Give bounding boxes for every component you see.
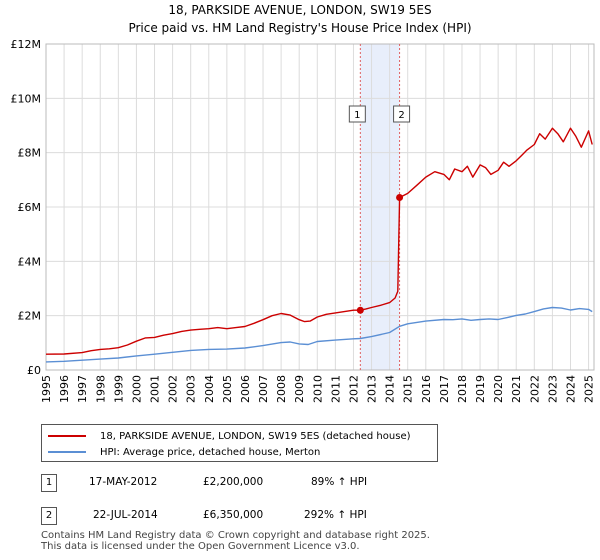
x-tick-label: 2013	[366, 375, 379, 403]
y-tick-label: £6M	[18, 201, 42, 214]
legend-swatch-property	[48, 435, 86, 437]
x-tick-label: 1998	[94, 375, 107, 403]
x-tick-label: 2011	[329, 375, 342, 403]
transaction-price: £2,200,000	[203, 476, 264, 488]
y-tick-label: £10M	[11, 92, 42, 105]
x-tick-label: 2019	[474, 375, 487, 403]
x-tick-label: 2010	[311, 375, 324, 403]
x-tick-label: 2002	[167, 375, 180, 403]
sale-label-box	[393, 105, 411, 123]
x-tick-label: 2020	[492, 375, 505, 403]
chart-title: 18, PARKSIDE AVENUE, LONDON, SW19 5ES	[168, 3, 431, 17]
chart-subtitle: Price paid vs. HM Land Registry's House …	[128, 21, 471, 35]
x-tick-label: 2007	[257, 375, 270, 403]
legend: 18, PARKSIDE AVENUE, LONDON, SW19 5ES (d…	[41, 424, 438, 462]
legend-swatch-hpi	[48, 451, 86, 453]
x-tick-label: 1999	[112, 375, 125, 403]
x-tick-label: 2018	[456, 375, 469, 403]
sale-point	[396, 193, 404, 201]
transaction-date: 17-MAY-2012	[89, 476, 158, 488]
sale-label: 2	[398, 110, 404, 121]
transaction-number: 2	[41, 507, 57, 525]
transaction-hpi: 89% ↑ HPI	[311, 476, 368, 488]
x-tick-label: 2001	[149, 375, 162, 403]
plot-frame	[45, 43, 595, 371]
footer-licence: This data is licensed under the Open Gov…	[41, 541, 360, 552]
x-tick-label: 2004	[203, 375, 216, 403]
footer: Contains HM Land Registry data © Crown c…	[41, 530, 430, 552]
transaction-price: £6,350,000	[203, 509, 264, 521]
legend-item-property: 18, PARKSIDE AVENUE, LONDON, SW19 5ES (d…	[48, 428, 411, 444]
series-line-property	[45, 127, 593, 355]
y-tick-label: £2M	[18, 310, 42, 323]
x-tick-label: 2015	[402, 375, 415, 403]
x-tick-label: 2009	[293, 375, 306, 403]
x-tick-label: 1995	[40, 375, 53, 403]
x-tick-label: 2000	[130, 375, 143, 403]
sale-label-box	[348, 105, 366, 123]
x-tick-label: 2017	[438, 375, 451, 403]
x-tick-label: 2024	[564, 375, 577, 403]
transaction-hpi: 292% ↑ HPI	[304, 509, 367, 521]
x-tick-label: 2025	[583, 375, 596, 403]
x-tick-label: 2021	[510, 375, 523, 403]
x-tick-label: 2016	[420, 375, 433, 403]
x-tick-label: 2023	[546, 375, 559, 403]
series-line-hpi	[45, 306, 593, 363]
x-tick-label: 2005	[221, 375, 234, 403]
x-tick-label: 2008	[275, 375, 288, 403]
sale-label: 1	[354, 110, 360, 121]
x-tick-label: 2022	[528, 375, 541, 403]
footer-copyright: Contains HM Land Registry data © Crown c…	[41, 530, 430, 541]
x-tick-label: 1996	[58, 375, 71, 403]
x-tick-label: 2003	[185, 375, 198, 403]
transaction-number: 1	[41, 474, 57, 492]
y-tick-label: £0	[27, 364, 41, 377]
legend-label-hpi: HPI: Average price, detached house, Mert…	[100, 446, 321, 458]
y-tick-label: £12M	[11, 38, 42, 51]
y-tick-label: £8M	[18, 147, 42, 160]
legend-item-hpi: HPI: Average price, detached house, Mert…	[48, 444, 320, 460]
legend-label-property: 18, PARKSIDE AVENUE, LONDON, SW19 5ES (d…	[100, 430, 411, 442]
sale-point	[356, 306, 364, 314]
price-chart: 18, PARKSIDE AVENUE, LONDON, SW19 5ES Pr…	[11, 3, 596, 403]
y-tick-label: £4M	[18, 255, 42, 268]
x-tick-label: 1997	[76, 375, 89, 403]
x-tick-label: 2006	[239, 375, 252, 403]
transaction-date: 22-JUL-2014	[93, 509, 158, 521]
x-tick-label: 2012	[347, 375, 360, 403]
x-tick-label: 2014	[384, 375, 397, 403]
